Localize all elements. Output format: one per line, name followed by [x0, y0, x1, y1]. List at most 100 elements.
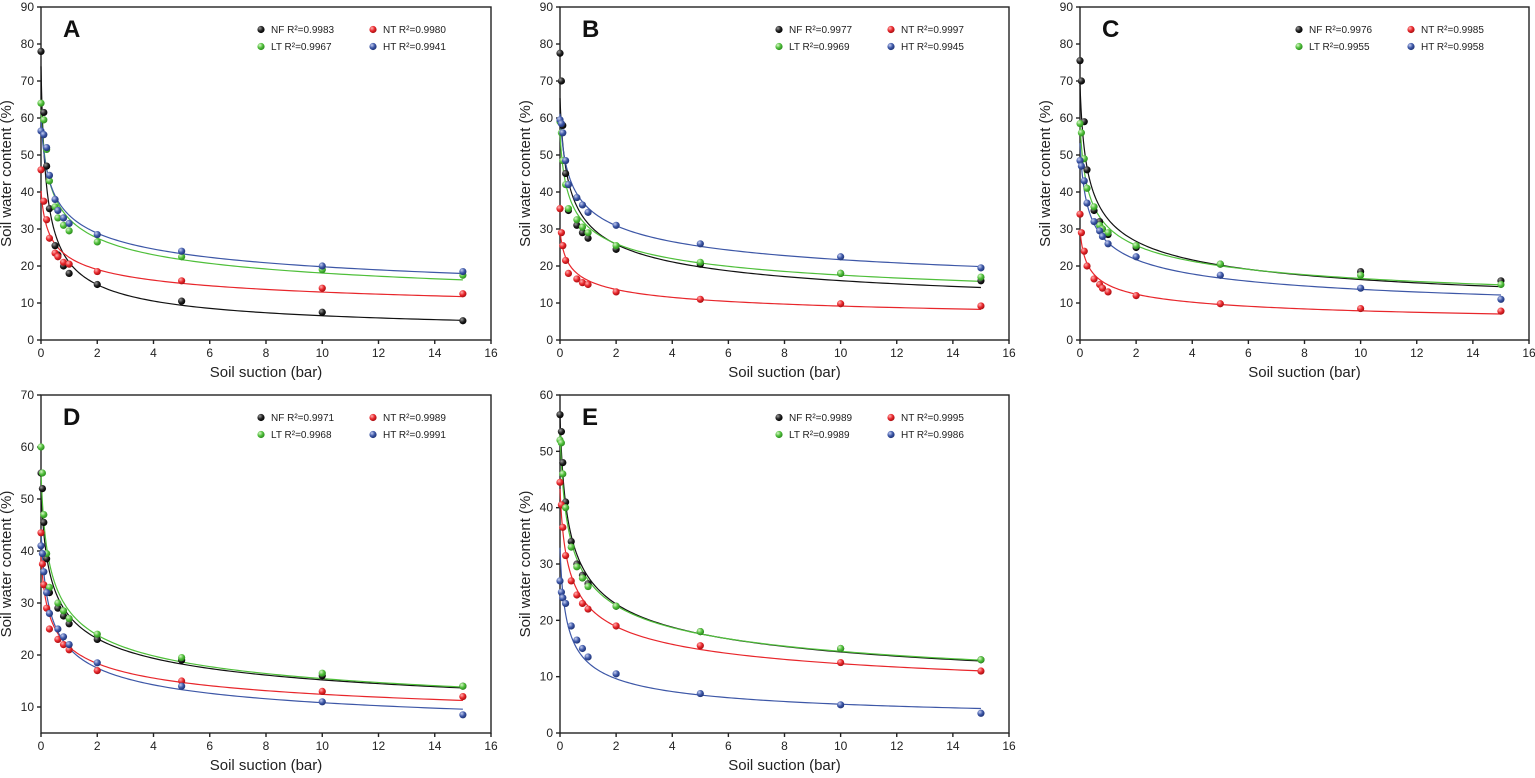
data-point-lt	[59, 607, 68, 615]
x-axis-title: Soil suction (bar)	[728, 364, 841, 381]
legend-marker-nf	[775, 25, 783, 34]
data-point-ht	[612, 670, 620, 678]
data-point-nt	[556, 205, 564, 213]
x-tick-label: 2	[94, 346, 101, 360]
data-point-nf	[556, 411, 564, 419]
data-point-nf	[40, 108, 48, 117]
data-point-nf	[45, 205, 54, 213]
data-point-nf	[51, 242, 59, 250]
fit-curve-ht	[40, 117, 463, 275]
legend-label-nf: NF R²=0.9971	[271, 413, 335, 424]
legend-label-lt: LT R²=0.9969	[789, 42, 850, 53]
data-point-nf	[59, 612, 68, 620]
y-tick-label: 40	[540, 185, 554, 199]
legend-label-ht: HT R²=0.9991	[383, 430, 446, 441]
data-point-nt	[45, 625, 54, 633]
fit-curve-ht	[40, 528, 463, 710]
plot-frame	[40, 394, 492, 734]
y-tick-label: 80	[21, 37, 35, 51]
data-point-nt	[459, 693, 467, 701]
x-tick-label: 4	[669, 346, 676, 360]
data-point-nf	[93, 280, 101, 289]
x-tick-label: 10	[834, 739, 848, 753]
data-point-lt	[38, 469, 47, 477]
data-point-nt	[573, 591, 581, 599]
legend-marker-nt	[1407, 25, 1415, 34]
data-point-nt	[977, 667, 985, 675]
data-point-ht	[43, 589, 51, 597]
data-point-ht	[578, 201, 587, 209]
data-point-ht	[45, 609, 54, 618]
data-point-nf	[557, 428, 566, 436]
data-point-ht	[1076, 156, 1084, 165]
data-point-nt	[567, 577, 575, 585]
data-point-lt	[59, 221, 68, 229]
data-point-ht	[43, 144, 51, 152]
data-point-ht	[837, 253, 845, 261]
data-point-nt	[1076, 210, 1084, 218]
data-point-ht	[573, 636, 581, 644]
data-point-nt	[54, 253, 62, 261]
fit-curve-ht	[1079, 143, 1501, 296]
data-point-nt	[318, 284, 326, 292]
legend-label-ht: HT R²=0.9986	[901, 430, 964, 441]
x-tick-label: 2	[613, 739, 620, 753]
legend-marker-ht	[369, 430, 377, 439]
data-point-ht	[567, 622, 575, 630]
data-point-ht	[556, 577, 564, 585]
data-point-nt	[1098, 284, 1107, 292]
data-point-ht	[557, 119, 566, 128]
data-point-nt	[1090, 275, 1098, 283]
data-point-ht	[1216, 271, 1224, 279]
y-axis-title: Soil water content (%)	[1037, 100, 1054, 247]
data-point-nt	[37, 529, 45, 537]
chart-panel-d: 0 2 4 6 8 10 12 14 16 10 20 30 40 50 60 70 Soil suction …	[0, 388, 498, 774]
data-point-lt	[45, 177, 54, 185]
x-tick-label: 16	[1002, 739, 1016, 753]
y-tick-label: 50	[21, 492, 35, 506]
data-point-lt	[696, 258, 704, 266]
data-point-lt	[612, 602, 620, 610]
data-point-nt	[977, 302, 985, 310]
fit-curve-nf	[40, 487, 463, 689]
data-point-lt	[584, 582, 592, 591]
fit-curve-ht	[559, 113, 981, 268]
data-point-lt	[567, 543, 575, 551]
data-point-ht	[584, 653, 592, 661]
data-point-lt	[37, 443, 45, 451]
data-point-nf	[93, 635, 101, 644]
data-point-nf	[578, 229, 587, 237]
legend-marker-nf	[775, 413, 783, 422]
data-point-ht	[578, 644, 587, 653]
panel-letter: C	[1102, 16, 1119, 43]
y-tick-label: 50	[21, 148, 35, 162]
data-point-lt	[612, 242, 620, 250]
legend-marker-ht	[887, 430, 895, 439]
data-point-nt	[562, 256, 570, 265]
legend-marker-nt	[369, 25, 377, 34]
x-tick-label: 8	[781, 739, 788, 753]
data-point-ht	[37, 542, 45, 550]
y-tick-label: 60	[540, 388, 554, 402]
data-point-nt	[93, 667, 101, 675]
legend-marker-nf	[257, 25, 265, 34]
y-axis-title: Soil water content (%)	[0, 100, 15, 247]
legend-label-lt: LT R²=0.9967	[271, 42, 332, 53]
fit-curve-lt	[40, 109, 463, 281]
x-tick-label: 14	[946, 739, 960, 753]
data-point-lt	[578, 223, 587, 231]
data-point-lt	[578, 574, 587, 582]
y-tick-label: 30	[540, 557, 554, 571]
data-point-nt	[178, 277, 186, 285]
data-point-nt	[37, 166, 45, 174]
data-point-nf	[37, 47, 45, 56]
x-tick-label: 8	[263, 739, 270, 753]
data-point-lt	[40, 116, 48, 124]
data-point-lt	[93, 238, 101, 246]
legend-marker-lt	[257, 42, 265, 51]
fit-curve-lt	[559, 133, 981, 282]
data-point-ht	[1132, 253, 1140, 261]
y-tick-label: 10	[540, 670, 554, 684]
x-tick-label: 10	[1354, 346, 1368, 360]
